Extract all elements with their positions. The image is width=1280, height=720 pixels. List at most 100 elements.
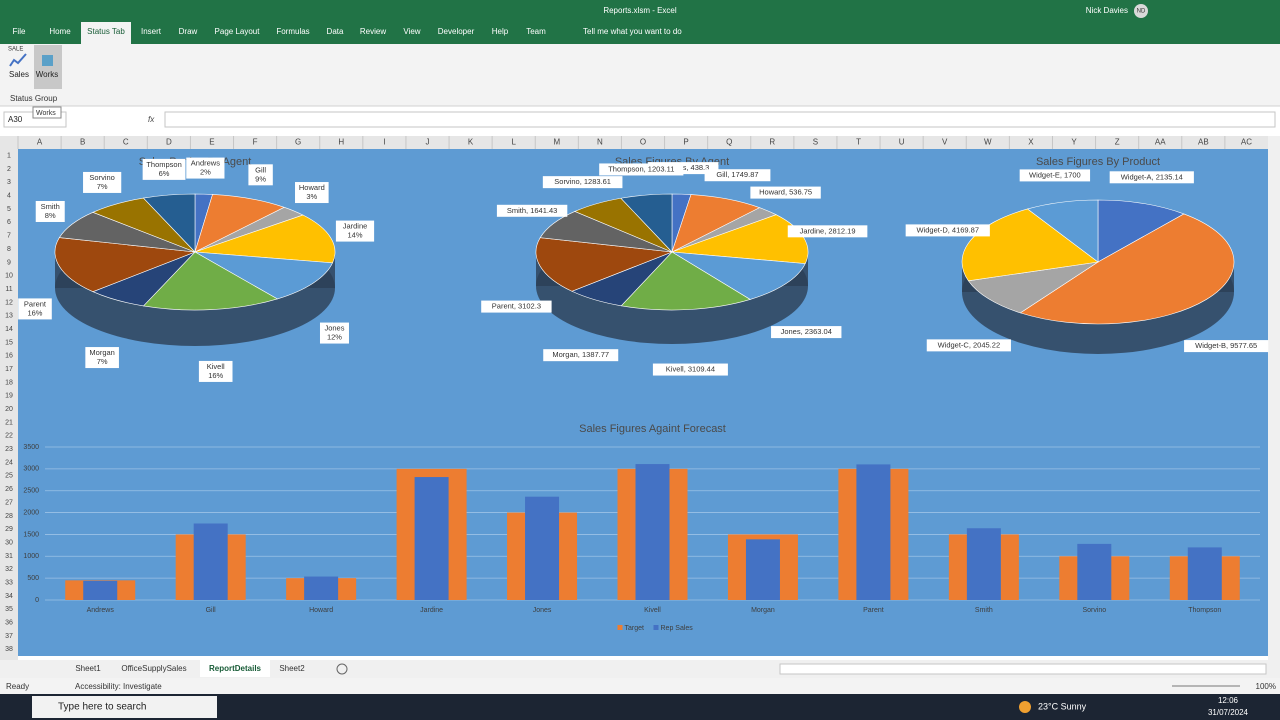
horizontal-scrollbar[interactable]	[779, 663, 1267, 675]
sales-icon	[9, 53, 27, 67]
column-header: E	[209, 138, 214, 147]
formula-input[interactable]	[164, 111, 1276, 128]
data-label: Widget-D, 4169.87	[916, 225, 979, 234]
legend-label: Rep Sales	[661, 625, 694, 632]
ribbon-tab[interactable]: View	[403, 27, 420, 36]
column-header: D	[166, 138, 172, 147]
column-header: C	[123, 138, 129, 147]
tell-me[interactable]: Tell me what you want to do	[583, 27, 682, 36]
avatar[interactable]	[1134, 4, 1148, 18]
clock-date[interactable]: 31/07/2024	[1208, 708, 1249, 717]
search-box[interactable]	[32, 696, 217, 718]
data-label: Kivell	[207, 362, 225, 371]
data-label: Gill, 1749.87	[716, 170, 758, 179]
name-box-value: A30	[8, 115, 23, 124]
column-header: Z	[1115, 138, 1120, 147]
row-header: 25	[5, 473, 13, 480]
sheet-tab[interactable]: Sheet1	[75, 664, 101, 673]
column-header: G	[295, 138, 301, 147]
data-label-box	[1019, 169, 1091, 182]
pie-slice	[54, 237, 196, 293]
sheet-tab[interactable]: Sheet2	[279, 664, 305, 673]
bar	[193, 523, 228, 600]
ribbon-tab[interactable]: Status Tab	[87, 27, 125, 36]
data-label: Parent	[24, 299, 47, 308]
data-label: Sorvino	[89, 173, 114, 182]
sheet-tab[interactable]: ReportDetails	[209, 664, 262, 673]
data-label-box	[652, 363, 728, 376]
column-header: X	[1028, 138, 1034, 147]
ribbon-tab[interactable]: Home	[49, 27, 71, 36]
clock-time[interactable]: 12:06	[1218, 696, 1239, 705]
data-label: 8%	[45, 211, 56, 220]
column-header: B	[80, 138, 85, 147]
column-header: Q	[726, 138, 732, 147]
pie-slice	[1026, 199, 1099, 263]
column-header: K	[468, 138, 474, 147]
ribbon-tab[interactable]: Insert	[141, 27, 162, 36]
data-label-box	[771, 326, 842, 339]
sheet-tab[interactable]: OfficeSupplySales	[121, 664, 186, 673]
data-label-box	[142, 158, 186, 180]
user-name[interactable]: Nick Davies	[1086, 6, 1128, 15]
pie-slice	[194, 214, 336, 264]
row-header: 12	[5, 299, 13, 306]
weather[interactable]: 23°C Sunny	[1038, 701, 1087, 711]
data-label-box	[85, 347, 119, 369]
row-header: 11	[5, 286, 12, 293]
column-header: F	[253, 138, 258, 147]
row-header: 21	[5, 419, 13, 426]
data-label-box	[496, 204, 568, 217]
x-tick-label: Jones	[533, 607, 552, 614]
data-label: Smith, 1641.43	[507, 206, 557, 215]
ribbon-tab[interactable]: Draw	[179, 27, 198, 36]
column-header: J	[425, 138, 429, 147]
accessibility[interactable]: Accessibility: Investigate	[75, 682, 162, 691]
data-label-box	[18, 298, 52, 320]
data-label-box	[186, 157, 225, 179]
icon-caption: SALE	[8, 47, 23, 53]
row-header: 37	[5, 633, 13, 640]
ribbon-tab[interactable]: Formulas	[276, 27, 309, 36]
data-label: Parent, 3102.3	[492, 302, 541, 311]
data-label: 16%	[27, 308, 42, 317]
ribbon-button[interactable]: Works	[36, 70, 59, 79]
pie-slice	[142, 251, 279, 311]
pie-slice	[961, 208, 1099, 282]
y-tick-label: 3500	[23, 444, 39, 451]
column-header: M	[553, 138, 560, 147]
add-sheet[interactable]	[336, 663, 348, 675]
row-header: 18	[5, 379, 13, 386]
row-header: 2	[7, 166, 11, 173]
ribbon-tab[interactable]: Review	[360, 27, 386, 36]
vertical-scrollbar[interactable]	[1268, 136, 1280, 660]
row-header: 33	[5, 579, 13, 586]
row-header: 35	[5, 606, 13, 613]
row-header: 23	[5, 446, 13, 453]
pie-slice	[535, 237, 673, 292]
zoom-level[interactable]: 100%	[1256, 682, 1276, 691]
ribbon-tab[interactable]: Page Layout	[215, 27, 261, 36]
legend-label: Target	[625, 625, 645, 632]
pie-slice	[194, 251, 333, 300]
y-tick-label: 0	[35, 597, 39, 604]
data-label: Thompson	[146, 160, 181, 169]
data-label: Widget-E, 1700	[1029, 170, 1081, 179]
ribbon-tab[interactable]: Team	[526, 27, 546, 36]
data-label: Morgan	[89, 348, 114, 357]
data-label: Widget-A, 2135.14	[1121, 172, 1183, 181]
ribbon-tab[interactable]: Data	[327, 27, 344, 36]
fx-button[interactable]: fx	[148, 115, 155, 124]
data-label-box	[787, 225, 868, 238]
ribbon-button[interactable]: Sales	[9, 70, 29, 79]
row-header: 3	[7, 179, 11, 186]
ribbon-tab[interactable]: Help	[492, 27, 509, 36]
row-header: 34	[5, 593, 13, 600]
column-header: O	[640, 138, 646, 147]
ribbon-tab[interactable]: File	[13, 27, 26, 36]
row-header: 17	[5, 366, 13, 373]
row-header: 28	[5, 513, 13, 520]
bar	[304, 576, 339, 600]
ribbon-tab[interactable]: Developer	[438, 27, 475, 36]
